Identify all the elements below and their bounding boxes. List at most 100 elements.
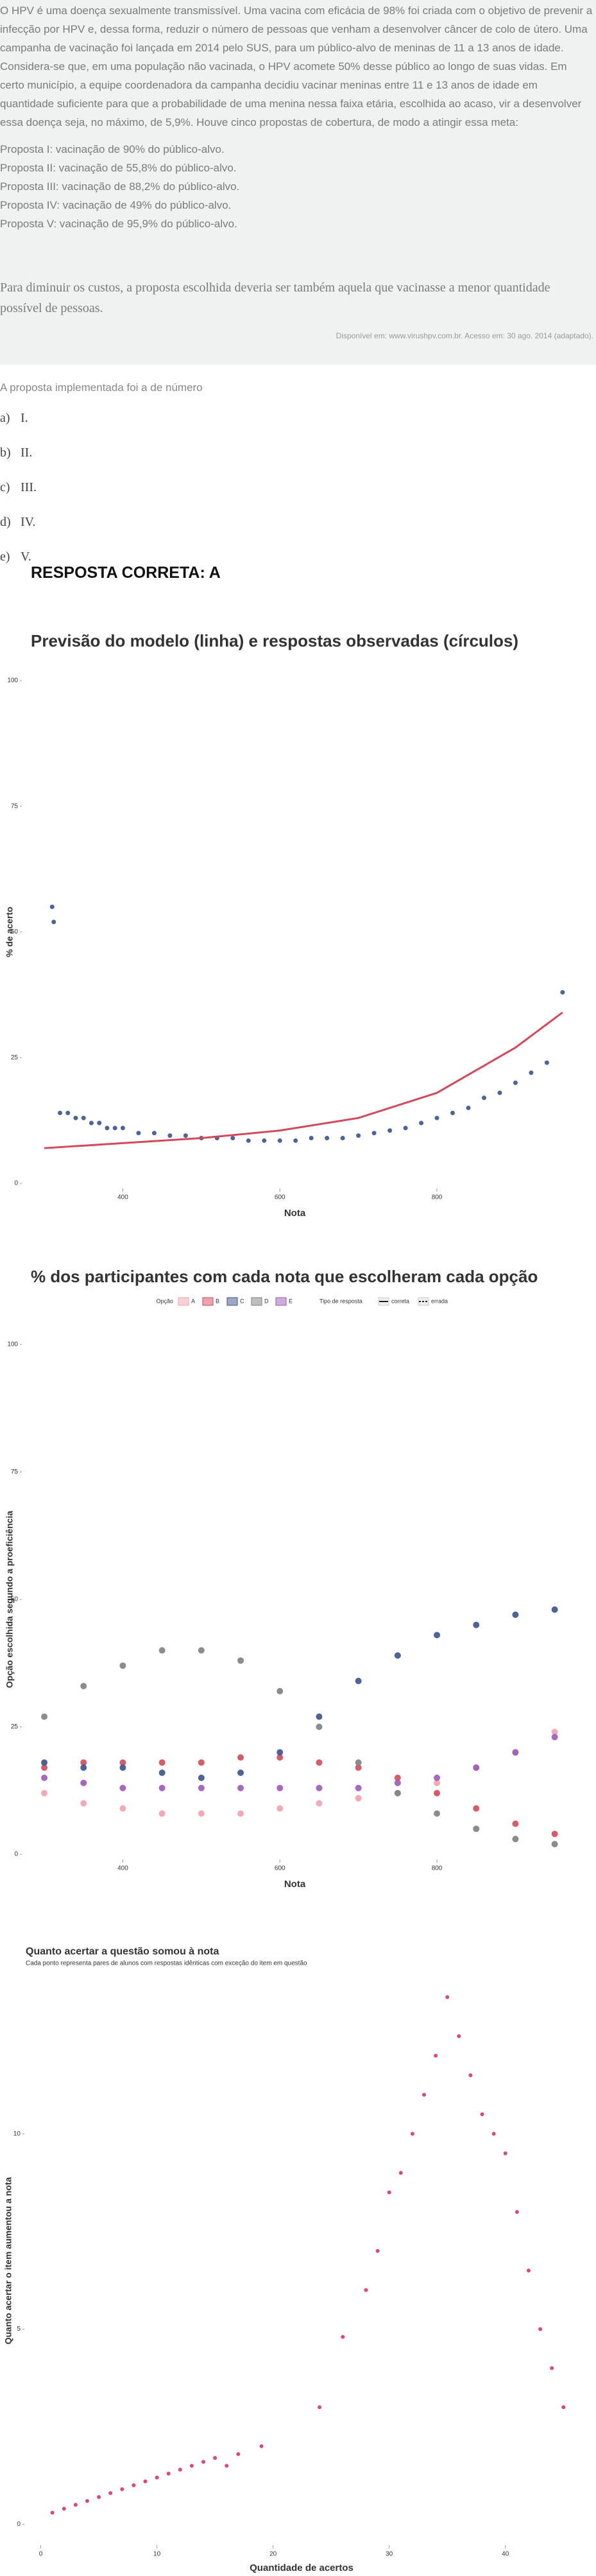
- point: [356, 1133, 361, 1138]
- note: Para diminuir os custos, a proposta esco…: [0, 281, 550, 315]
- y-tick-label: 75: [11, 803, 19, 810]
- x-tick-label: 20: [269, 2551, 277, 2558]
- point: [561, 2405, 566, 2410]
- point: [434, 1115, 439, 1120]
- point: [41, 1713, 48, 1720]
- point: [481, 1095, 486, 1101]
- point: [198, 1810, 205, 1817]
- point: [41, 1774, 48, 1781]
- point: [237, 1784, 244, 1791]
- point: [277, 1138, 282, 1143]
- point: [480, 2112, 484, 2116]
- point: [316, 1759, 323, 1766]
- point: [419, 1120, 424, 1126]
- point: [544, 1060, 549, 1065]
- point: [316, 1723, 323, 1730]
- point: [143, 2479, 148, 2484]
- point: [355, 1759, 362, 1766]
- proposal: Proposta II: vacinação de 55,8% do públi…: [0, 162, 237, 174]
- x-axis-label: Quantidade de acertos: [250, 2563, 353, 2573]
- point: [178, 2467, 182, 2472]
- point: [538, 2327, 543, 2331]
- point: [136, 1131, 141, 1136]
- point: [355, 1795, 362, 1802]
- point: [89, 1120, 94, 1126]
- chart-subtitle: Cada ponto representa pares de alunos co…: [26, 1960, 307, 1967]
- point: [512, 1611, 519, 1618]
- point: [81, 1115, 86, 1120]
- point: [41, 1789, 48, 1797]
- x-tick-label: 10: [153, 2551, 161, 2558]
- point: [49, 904, 55, 909]
- point: [277, 1754, 284, 1761]
- point: [473, 1621, 480, 1628]
- point: [236, 2452, 241, 2457]
- y-axis-label: Quanto acertar o item aumentou a nota: [3, 2177, 13, 2344]
- point: [371, 1131, 377, 1136]
- point: [394, 1774, 401, 1781]
- point: [551, 1734, 558, 1741]
- point: [434, 1779, 441, 1786]
- point: [237, 1754, 244, 1761]
- point: [225, 2464, 229, 2468]
- x-tick-label: 400: [117, 1865, 128, 1872]
- point: [119, 1805, 126, 1812]
- point: [515, 2209, 519, 2214]
- point: [375, 2249, 380, 2253]
- chart: % dos participantes com cada nota que es…: [4, 1267, 558, 1890]
- chart: Quanto acertar a questão somou à nota Cad…: [3, 1946, 566, 2573]
- option[interactable]: e) V.: [0, 550, 41, 564]
- legend-label: correta: [391, 1298, 409, 1304]
- point: [85, 2499, 89, 2503]
- point: [491, 2132, 496, 2136]
- y-tick-label: 10: [13, 2130, 21, 2137]
- option-letter: e): [0, 550, 10, 564]
- point: [551, 1841, 558, 1848]
- point: [434, 1774, 441, 1781]
- point: [394, 1652, 401, 1659]
- point: [120, 2487, 124, 2491]
- point: [468, 2073, 473, 2078]
- point: [394, 1779, 401, 1786]
- point: [80, 1764, 87, 1771]
- legend-label: errada: [431, 1298, 448, 1304]
- option[interactable]: c) III.: [0, 480, 41, 495]
- point: [551, 1831, 558, 1838]
- point: [198, 1774, 205, 1781]
- point: [41, 1759, 48, 1766]
- point: [551, 1728, 558, 1736]
- point: [387, 2190, 391, 2195]
- point: [158, 1769, 166, 1776]
- source: Disponível em: www.virushpv.com.br. Aces…: [336, 331, 593, 340]
- x-tick-label: 40: [502, 2551, 509, 2558]
- option[interactable]: d) IV.: [0, 515, 41, 530]
- point: [466, 1106, 471, 1111]
- point: [445, 1995, 450, 1999]
- x-tick-label: 800: [432, 1865, 443, 1872]
- option[interactable]: b) II.: [0, 446, 41, 460]
- x-axis-label: Nota: [284, 1879, 306, 1890]
- chart-title: % dos participantes com cada nota que es…: [31, 1267, 538, 1286]
- y-tick-label: 25: [11, 1723, 19, 1730]
- point: [65, 1110, 71, 1115]
- model-line: [44, 1011, 563, 1149]
- option[interactable]: a) I.: [0, 411, 41, 426]
- x-tick-label: 0: [39, 2551, 43, 2558]
- point: [473, 1805, 480, 1812]
- point: [364, 2288, 368, 2292]
- option-letter: d): [0, 515, 11, 529]
- option-letter: b): [0, 446, 11, 460]
- point: [259, 2444, 264, 2448]
- point: [473, 1825, 480, 1832]
- point: [80, 1759, 87, 1766]
- point: [497, 1090, 502, 1095]
- point: [237, 1769, 244, 1776]
- point: [513, 1080, 518, 1085]
- point: [277, 1784, 284, 1791]
- point: [108, 2491, 113, 2495]
- legend-title: Opção: [156, 1298, 173, 1304]
- y-tick-label: 25: [11, 1054, 19, 1061]
- point: [316, 1784, 323, 1791]
- proposal: Proposta V: vacinação de 95,9% do públic…: [0, 218, 237, 230]
- point: [503, 2151, 507, 2155]
